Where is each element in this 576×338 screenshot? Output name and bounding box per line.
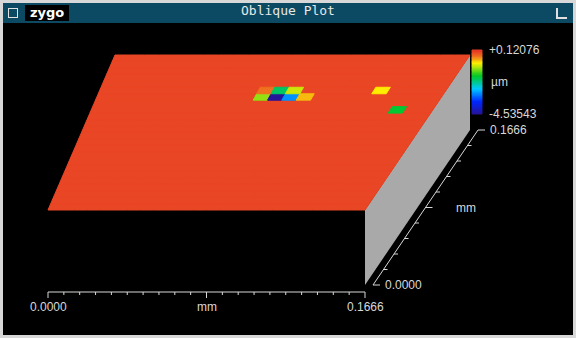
svg-text:0.1666: 0.1666 (490, 123, 527, 137)
html-text:zygo: zygo (30, 5, 65, 20)
svg-text:mm: mm (197, 300, 217, 314)
svg-text:-4.53543: -4.53543 (489, 107, 537, 121)
svg-text:0.0000: 0.0000 (30, 300, 67, 314)
svg-text:µm: µm (491, 75, 508, 89)
svg-text:0.1666: 0.1666 (347, 300, 384, 314)
html-text:Oblique Plot: Oblique Plot (241, 3, 335, 18)
svg-text:mm: mm (456, 201, 476, 215)
svg-text:0.0000: 0.0000 (385, 278, 422, 292)
svg-text:+0.12076: +0.12076 (489, 43, 540, 57)
